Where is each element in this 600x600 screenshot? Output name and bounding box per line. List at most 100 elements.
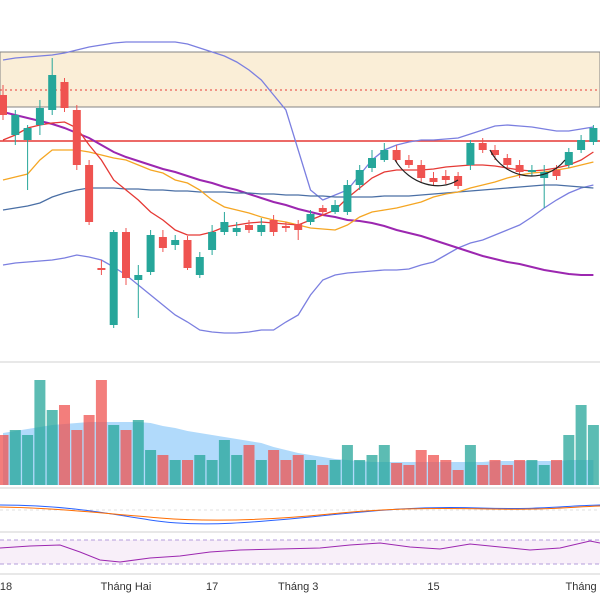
volume-bar [366, 455, 378, 485]
pattern-arc [394, 159, 459, 187]
volume-bar [563, 435, 575, 485]
volume-bar [145, 450, 157, 485]
candle-body [0, 95, 7, 115]
signal-line [0, 505, 600, 521]
candle-body [195, 257, 204, 275]
candle-body [183, 240, 192, 268]
candle-body [208, 232, 217, 250]
volume-bar [305, 460, 316, 485]
candle-body [392, 150, 401, 160]
volume-bar [95, 380, 107, 485]
volume-bar [292, 455, 304, 485]
volume-bar [378, 445, 390, 485]
candle-body [577, 140, 586, 150]
rsi-band [0, 540, 600, 564]
x-tick-label: 15 [427, 581, 439, 593]
volume-bar [587, 425, 599, 485]
candle-body [232, 228, 241, 232]
candle-body [281, 226, 290, 228]
candle-body [245, 225, 253, 230]
candle-body [60, 82, 69, 108]
candle-body [343, 185, 352, 212]
volume-bar [464, 445, 476, 485]
candle-body [515, 165, 524, 172]
volume-bar [243, 445, 255, 485]
x-tick-label: Tháng 3 [278, 581, 318, 593]
candle-body [109, 232, 118, 325]
candle-body [540, 172, 549, 178]
candle-body [220, 222, 229, 232]
candle-body [269, 220, 278, 232]
candle-body [85, 165, 94, 222]
candle-body [257, 225, 266, 232]
candle-body [23, 128, 32, 140]
x-tick-label: Tháng Hai [101, 581, 152, 593]
volume-bar [218, 440, 230, 485]
volume-bar [255, 460, 267, 485]
x-tick-label: 18 [0, 581, 12, 593]
candle-body [368, 158, 376, 168]
volume-bar [108, 425, 120, 485]
indicator-line [2, 41, 594, 201]
candle-body [491, 150, 499, 155]
macd-pane [0, 504, 600, 525]
volume-bar [9, 430, 21, 485]
volume-bar [194, 455, 206, 485]
candle-body [146, 235, 155, 272]
volume-bar [83, 415, 95, 485]
volume-bar [341, 445, 353, 485]
candle-body [441, 176, 450, 180]
candle-body [35, 108, 44, 125]
candle-body [331, 205, 340, 212]
candle-body [589, 128, 598, 142]
volume-bar [501, 465, 513, 485]
volume-bar [317, 465, 329, 485]
volume-bar [46, 410, 58, 485]
volume-bar [169, 460, 181, 485]
candle-body [527, 170, 536, 172]
price-zone [0, 51, 600, 108]
candle-body [158, 237, 167, 248]
volume-bar [0, 435, 9, 485]
volume-bar [231, 455, 243, 485]
volume-bar [22, 435, 34, 485]
volume-bar [268, 450, 280, 485]
volume-bar [415, 450, 427, 485]
volume-bar [71, 430, 83, 485]
candle-body [11, 115, 20, 135]
candle-body [503, 158, 512, 165]
volume-bar [157, 455, 169, 485]
volume-bar [329, 460, 341, 485]
volume-bar [575, 405, 587, 485]
volume-bar [391, 463, 403, 485]
x-tick-label: 17 [206, 581, 218, 593]
volume-bar [452, 470, 464, 485]
volume-bar [526, 460, 538, 485]
candle-body [552, 170, 561, 176]
volume-bar [477, 465, 489, 485]
candle-body [404, 160, 413, 165]
candle-body [48, 75, 57, 110]
candle-body [466, 143, 475, 165]
volume-bar [489, 460, 501, 485]
volume-bar [206, 460, 218, 485]
volume-bar [440, 460, 452, 485]
candle-body [294, 224, 303, 230]
candle-body [318, 208, 327, 212]
candle-body [97, 268, 106, 270]
x-tick-label: Tháng [565, 581, 596, 593]
candle-body [454, 176, 463, 186]
rsi-line [0, 540, 600, 563]
candle-body [72, 110, 81, 165]
volume-bar [428, 455, 439, 485]
candle-body [306, 214, 315, 222]
candle-body [429, 178, 438, 182]
candle-body [564, 152, 573, 165]
volume-bar [514, 460, 526, 485]
volume-bar [551, 460, 562, 485]
volume-bar [403, 465, 415, 485]
volume-bar [59, 405, 70, 485]
indicator-line [2, 184, 594, 211]
candle-body [478, 143, 487, 150]
